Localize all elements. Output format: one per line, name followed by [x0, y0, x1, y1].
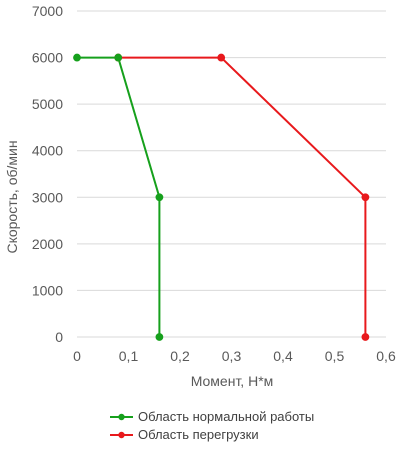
tick-labels: 0 1000 2000 3000 4000 5000 6000 7000 0 0,1 0,2 0,3 0…	[32, 3, 396, 364]
y-tick-label: 7000	[32, 3, 63, 19]
y-tick-label: 3000	[32, 189, 63, 205]
gridlines	[77, 10, 386, 291]
y-tick-label: 2000	[32, 236, 63, 252]
y-tick-label: 5000	[32, 96, 63, 112]
legend-label-overload: Область перегрузки	[138, 427, 259, 442]
series-plot	[73, 53, 370, 341]
x-tick-label: 0,2	[170, 348, 190, 364]
x-tick-label: 0,3	[222, 348, 242, 364]
series-0-point	[114, 53, 123, 62]
x-tick-label: 0,1	[119, 348, 139, 364]
legend-item-overload: Область перегрузки	[110, 427, 259, 442]
legend-label-normal: Область нормальной работы	[138, 409, 314, 424]
legend-marker-overload	[118, 431, 125, 439]
y-tick-label: 0	[55, 329, 63, 345]
x-axis-label: Момент, Н*м	[191, 373, 274, 389]
legend: Область нормальной работы Область перегр…	[110, 409, 314, 442]
series-line-1	[118, 56, 367, 337]
x-tick-label: 0,6	[376, 348, 396, 364]
x-tick-label: 0	[73, 348, 81, 364]
series-1-point	[361, 193, 370, 202]
series-0-point	[73, 53, 81, 62]
x-tick-label: 0,4	[273, 348, 293, 364]
y-tick-label: 4000	[32, 143, 63, 159]
x-tick-label: 0,5	[325, 348, 345, 364]
series-line-0	[77, 56, 161, 337]
y-axis-label: Скорость, об/мин	[4, 140, 20, 253]
legend-item-normal: Область нормальной работы	[110, 409, 314, 424]
y-tick-label: 6000	[32, 50, 63, 66]
y-tick-label: 1000	[32, 282, 63, 298]
series-1-point	[217, 53, 226, 62]
series-1-point	[361, 333, 370, 341]
series-0-point	[155, 193, 164, 202]
legend-marker-normal	[118, 413, 125, 421]
series-0-point	[155, 333, 164, 341]
